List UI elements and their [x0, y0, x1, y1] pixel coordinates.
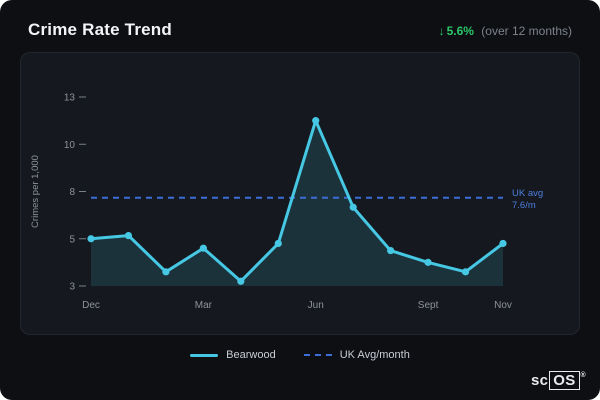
svg-text:Dec: Dec	[82, 300, 100, 311]
svg-text:8: 8	[69, 187, 75, 198]
trend-period-caption: (over 12 months)	[481, 24, 572, 38]
legend-label: Bearwood	[226, 349, 276, 361]
chart-legend: Bearwood UK Avg/month	[20, 349, 580, 361]
svg-text:3: 3	[69, 282, 75, 293]
svg-text:7.6/m: 7.6/m	[512, 200, 536, 211]
svg-text:UK avg: UK avg	[512, 188, 543, 199]
legend-label: UK Avg/month	[339, 349, 410, 361]
solid-line-swatch-icon	[190, 353, 219, 357]
trend-percentage: 5.6%	[446, 24, 474, 38]
svg-text:Mar: Mar	[195, 300, 213, 311]
dashed-line-swatch-icon	[303, 354, 332, 356]
page-title: Crime Rate Trend	[28, 20, 172, 39]
legend-item-uk-avg[interactable]: UK Avg/month	[303, 349, 410, 361]
logo-boxed-text: OS	[549, 371, 580, 390]
trend-indicator: ↓ 5.6% (over 12 months)	[439, 24, 572, 38]
crime-trend-line-chart: UK avg 7.6/m 13 10 8 5 3 Dec Mar Jun Sept Nov Crimes…	[21, 53, 579, 334]
logo-prefix: sc	[530, 372, 549, 389]
scos-logo: sc OS ®	[531, 371, 586, 390]
legend-item-bearwood[interactable]: Bearwood	[190, 349, 276, 361]
svg-text:13: 13	[64, 93, 76, 104]
svg-text:Crimes per 1,000: Crimes per 1,000	[30, 155, 41, 228]
registered-trademark-icon: ®	[580, 372, 586, 379]
card-header: Crime Rate Trend ↓ 5.6% (over 12 months)	[28, 20, 572, 40]
svg-text:10: 10	[64, 140, 76, 151]
chart-panel: UK avg 7.6/m 13 10 8 5 3 Dec Mar Jun Sept Nov Crimes…	[20, 52, 580, 335]
svg-text:Jun: Jun	[308, 300, 324, 311]
svg-text:5: 5	[69, 234, 75, 245]
svg-text:Sept: Sept	[418, 300, 439, 311]
svg-text:Nov: Nov	[494, 300, 512, 311]
trend-down-arrow-icon: ↓	[438, 24, 445, 38]
